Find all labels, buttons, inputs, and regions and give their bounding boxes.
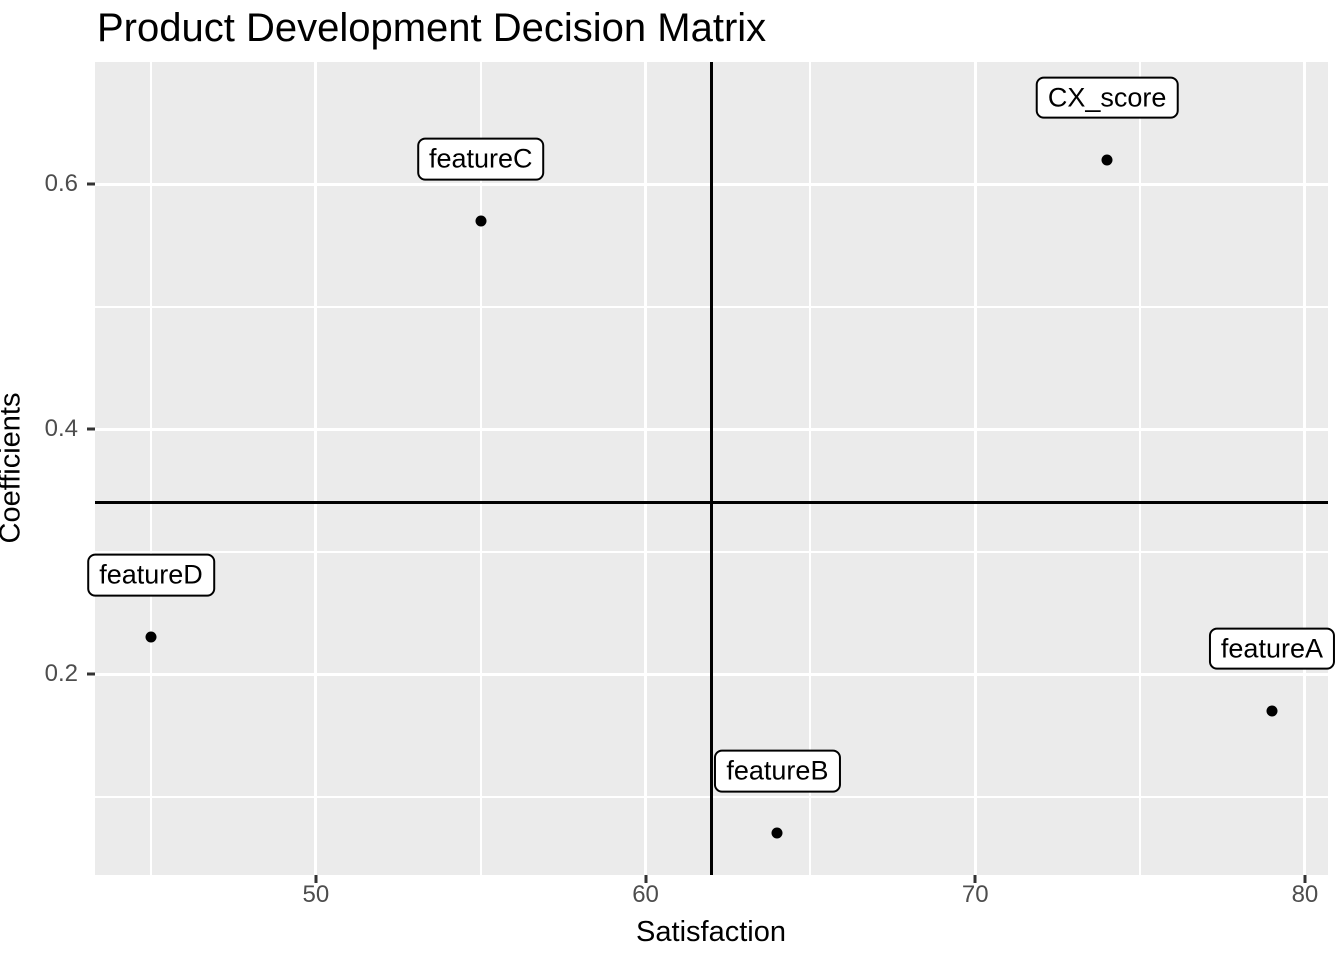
point-label-featureA: featureA [1208, 627, 1335, 670]
data-point-featureC [475, 215, 487, 227]
major-gridline-x [314, 62, 318, 875]
x-tick-mark [314, 875, 318, 883]
major-gridline-x [973, 62, 977, 875]
minor-gridline-x [809, 62, 812, 875]
vertical-reference-line [710, 62, 713, 875]
x-tick-label: 50 [302, 881, 330, 908]
x-tick-mark [644, 875, 648, 883]
point-label-featureB: featureB [714, 749, 841, 793]
x-tick-mark [1303, 875, 1307, 883]
y-tick-label: 0.2 [44, 660, 78, 688]
data-point-featureB [771, 827, 783, 839]
x-tick-label: 60 [632, 881, 659, 908]
point-label-featureD: featureD [87, 554, 215, 597]
x-axis-title: Satisfaction [636, 916, 786, 948]
major-gridline-x [1303, 62, 1307, 875]
y-tick-mark [87, 182, 95, 186]
y-tick-label: 0.4 [44, 415, 78, 443]
x-tick-mark [973, 875, 977, 883]
data-point-featureD [145, 631, 157, 643]
y-tick-mark [87, 427, 95, 431]
horizontal-reference-line [95, 501, 1328, 505]
data-point-CX_score [1101, 154, 1113, 166]
minor-gridline-x [150, 62, 153, 875]
chart-title: Product Development Decision Matrix [97, 6, 767, 50]
y-tick-label: 0.6 [44, 170, 78, 198]
y-tick-mark [87, 672, 95, 676]
x-tick-label: 70 [961, 881, 989, 908]
plot-panel: CX_score featureA featureB featureC featureD [87, 62, 1335, 875]
point-label-CX_score: CX_score [1035, 76, 1179, 119]
minor-gridline-x [479, 62, 482, 875]
x-tick-label: 80 [1291, 881, 1319, 908]
y-axis-title: Coefficients [0, 392, 27, 544]
point-label-featureC: featureC [416, 137, 545, 181]
minor-gridline-x [1139, 62, 1142, 875]
major-gridline-x [644, 62, 648, 875]
data-point-featureA [1266, 705, 1278, 717]
